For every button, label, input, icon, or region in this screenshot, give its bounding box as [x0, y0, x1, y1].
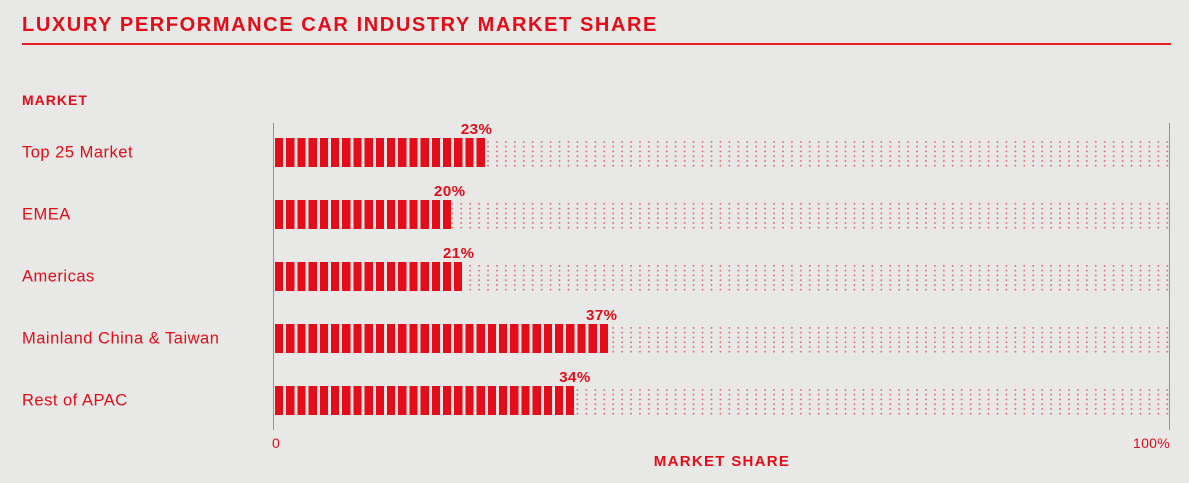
x-tick-0: 0: [272, 435, 281, 451]
category-label: Rest of APAC: [22, 391, 128, 409]
plot-right-boundary-line: [1169, 123, 1170, 430]
bar-track: [275, 138, 1169, 167]
x-tick-100: 100%: [1132, 435, 1170, 451]
category-label: Top 25 Market: [22, 143, 134, 161]
bar-value-label: 20%: [434, 183, 466, 200]
bar-track: [275, 200, 1169, 229]
plot-left-axis-line: [273, 123, 274, 430]
title-underline-rule: [22, 43, 1171, 45]
category-label: Americas: [22, 267, 95, 285]
category-label: Mainland China & Taiwan: [22, 329, 220, 347]
category-label: EMEA: [22, 205, 71, 223]
bar-track: [275, 324, 1169, 353]
x-axis-title: MARKET SHARE: [653, 453, 791, 470]
bar-fill: [275, 262, 463, 291]
bar-fill: [275, 138, 485, 167]
bar-fill: [275, 324, 608, 353]
bar-value-label: 37%: [586, 307, 618, 324]
bar-value-label: 21%: [442, 245, 475, 262]
bar-track: [275, 262, 1169, 291]
bar-value-label: 34%: [559, 369, 591, 386]
bar-fill: [275, 386, 575, 415]
chart-title: LUXURY PERFORMANCE CAR INDUSTRY MARKET S…: [22, 14, 658, 36]
y-axis-title: MARKET: [22, 92, 88, 108]
bar-track: [275, 386, 1169, 415]
bar-fill: [275, 200, 452, 229]
bar-value-label: 23%: [460, 121, 493, 138]
